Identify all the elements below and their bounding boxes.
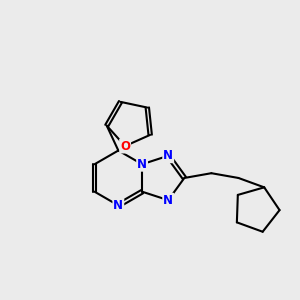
Text: N: N: [137, 158, 147, 171]
Text: N: N: [163, 149, 173, 162]
Text: O: O: [120, 140, 130, 152]
Text: N: N: [163, 194, 173, 207]
Text: N: N: [113, 199, 123, 212]
